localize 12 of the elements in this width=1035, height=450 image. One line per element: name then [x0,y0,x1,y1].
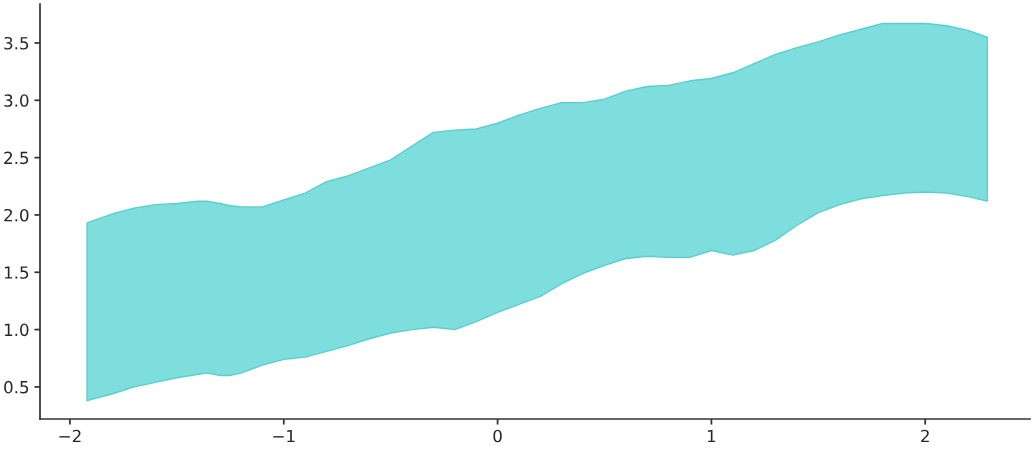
x-tick-label: 1 [707,429,716,443]
y-tick-label: 3.5 [4,36,29,50]
x-tick-label: 0 [493,429,502,443]
y-tick-label: 1.5 [4,266,29,279]
x-tick-label: 2 [921,429,929,443]
y-tick-label: 1.0 [4,323,29,337]
x-tick-label: −1 [273,429,295,443]
y-tick-label: 0.5 [4,380,29,394]
y-tick-label: 2.5 [4,151,29,165]
x-tick-label: −2 [59,429,81,443]
y-tick-label: 3.0 [4,94,29,107]
y-tick-label: 2.0 [4,208,29,222]
